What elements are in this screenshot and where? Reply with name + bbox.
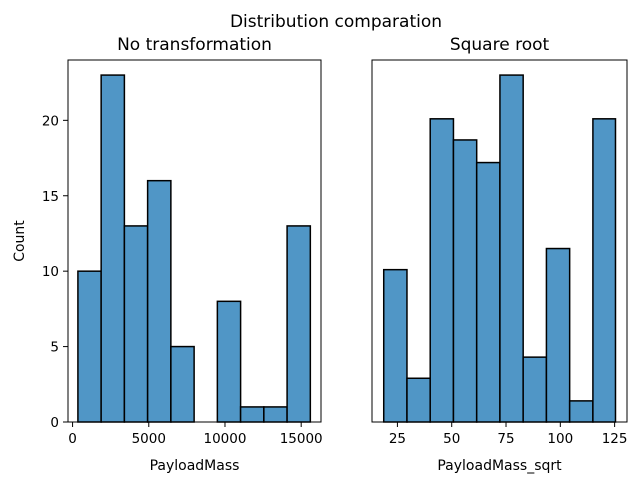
histogram-bar [239, 406, 265, 423]
histogram-bar [263, 406, 288, 423]
x-tick-label: 10000 [204, 431, 247, 447]
histogram-bar [286, 225, 312, 423]
histogram-bar [522, 356, 548, 423]
histogram-bar [170, 345, 195, 423]
x-tick-label: 15000 [280, 431, 323, 447]
histogram-bar [568, 400, 594, 423]
x-tick-label: 0 [68, 431, 77, 447]
histogram-bar [499, 74, 524, 423]
histogram-bar [545, 247, 571, 423]
y-tick-label: 0 [50, 415, 59, 431]
y-tick-label: 20 [42, 113, 59, 129]
histogram-bar [452, 139, 478, 423]
chart-no-transformation: 0 5000 10000 15000 0 5 10 15 20 No transformation… [12, 35, 323, 474]
histogram-bar [77, 270, 102, 423]
x-tick-label: 25 [389, 431, 406, 447]
x-tick-label: 5000 [132, 431, 166, 447]
histogram-bar [592, 118, 617, 423]
y-tick-label: 10 [42, 264, 59, 280]
y-tick-label: 15 [42, 189, 59, 205]
histogram-bar [146, 179, 172, 423]
histogram-bar [100, 74, 126, 423]
histogram-bar [406, 377, 431, 423]
figure-suptitle: Distribution comparation [230, 12, 442, 32]
chart-square-root: 25 50 75 100 125 Square root PayloadMass_sqrt [371, 35, 628, 474]
subplot-title: Square root [450, 35, 550, 55]
histogram-bar [382, 268, 408, 423]
x-axis-label: PayloadMass [150, 458, 240, 474]
axes-frame [371, 59, 628, 423]
y-axis-label: Count [12, 220, 28, 262]
histogram-bar [475, 161, 501, 423]
x-axis-label: PayloadMass_sqrt [437, 458, 562, 474]
axes-frame [67, 59, 322, 423]
subplot-title: No transformation [117, 35, 272, 55]
y-tick-label: 5 [50, 340, 59, 356]
histogram-bar [429, 118, 455, 423]
x-tick-label: 50 [443, 431, 460, 447]
x-tick-label: 75 [497, 431, 514, 447]
x-tick-label: 100 [547, 431, 573, 447]
x-tick-label: 125 [602, 431, 628, 447]
histogram-bar [216, 300, 242, 423]
histogram-bar [123, 225, 149, 423]
